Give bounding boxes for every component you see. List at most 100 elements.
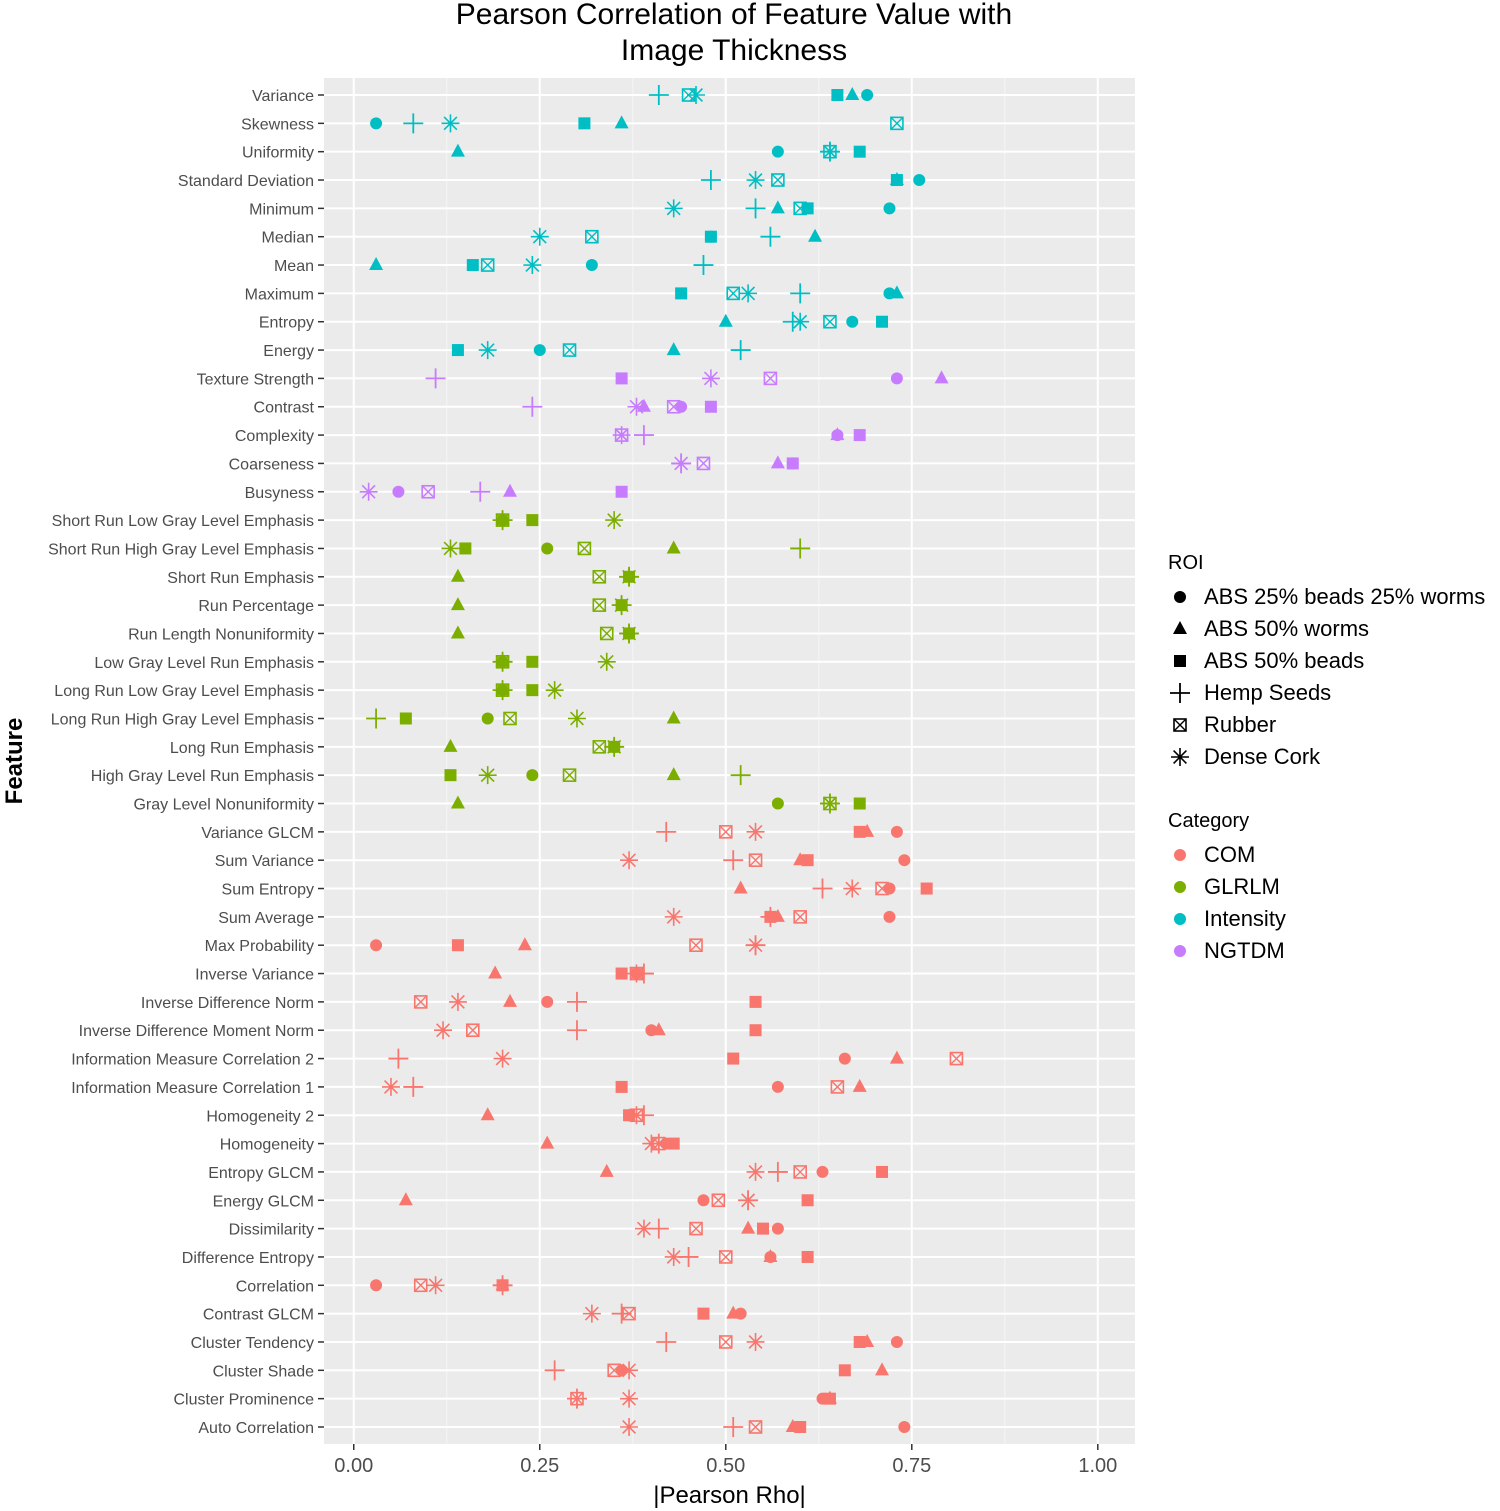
y-tick-label: High Gray Level Run Emphasis [91, 768, 314, 785]
y-tick-label: Correlation [236, 1278, 314, 1295]
roi-legend-item: Hemp Seeds [1168, 677, 1485, 709]
roi-legend-key-triangle [1168, 617, 1192, 641]
data-point-circle [526, 769, 539, 782]
data-point-asterisk [664, 907, 683, 926]
data-point-boxcross [793, 1165, 807, 1179]
data-point-triangle [488, 965, 503, 979]
data-point-plus [544, 1360, 565, 1381]
data-point-triangle [889, 1050, 904, 1064]
category-legend-label: GLRLM [1204, 874, 1280, 899]
data-point-asterisk [664, 1247, 683, 1266]
legend-marker-plus [1170, 683, 1190, 703]
legend-marker-circle [1174, 849, 1186, 861]
roi-legend-item: Rubber [1168, 709, 1485, 741]
data-point-plus [656, 821, 677, 842]
roi-legend-key-asterisk [1168, 745, 1192, 769]
data-point-asterisk [620, 567, 639, 586]
data-point-plus [633, 425, 654, 446]
data-point-asterisk [620, 1361, 639, 1380]
data-point-square [853, 145, 866, 158]
category-legend-key [1168, 875, 1192, 899]
data-point-square [853, 825, 866, 838]
data-point-square [801, 202, 814, 215]
y-tick-label: Short Run Emphasis [167, 570, 314, 587]
data-point-boxcross [890, 116, 904, 131]
data-point-circle [541, 995, 554, 1008]
data-point-boxcross [823, 314, 837, 329]
data-point-boxcross [577, 541, 592, 556]
y-tick-label: Low Gray Level Run Emphasis [94, 655, 314, 672]
data-point-circle [913, 174, 926, 187]
y-tick-label: Energy [263, 343, 314, 360]
data-point-asterisk [746, 822, 765, 841]
y-tick-label: Cluster Tendency [191, 1335, 314, 1352]
data-point-square [890, 174, 903, 187]
legend-marker-circle [1174, 913, 1186, 925]
data-point-circle [846, 315, 859, 328]
data-point-asterisk [359, 482, 378, 501]
data-point-square [853, 429, 866, 442]
data-point-asterisk [620, 624, 639, 643]
roi-legend-label: Dense Cork [1204, 744, 1321, 769]
legend-marker-square [1174, 655, 1186, 667]
data-point-square [853, 1335, 866, 1348]
data-point-asterisk [478, 341, 497, 360]
roi-legend-key-plus [1168, 681, 1192, 705]
data-point-boxcross [793, 201, 807, 216]
data-point-triangle [845, 87, 860, 101]
legend-marker-circle [1174, 945, 1186, 957]
roi-legend-label: Hemp Seeds [1204, 680, 1332, 705]
data-point-triangle [443, 738, 458, 752]
category-legend-title: Category [1168, 810, 1250, 832]
data-point-asterisk [545, 681, 564, 700]
data-point-asterisk [642, 1134, 661, 1153]
legend-marker-triangle [1173, 621, 1187, 634]
data-point-square [526, 655, 539, 668]
data-point-triangle [517, 937, 532, 951]
data-point-boxcross [763, 371, 778, 386]
data-point-boxcross [585, 229, 599, 244]
data-point-square [794, 1420, 807, 1433]
data-point-circle [370, 117, 383, 130]
x-tick-label: 1.00 [1078, 1455, 1117, 1477]
data-point-asterisk [791, 312, 810, 331]
data-point-triangle [651, 1022, 666, 1036]
data-point-boxcross [592, 598, 607, 612]
category-legend-item: Intensity [1168, 903, 1286, 935]
data-point-plus [522, 396, 543, 417]
data-point-triangle [733, 880, 748, 894]
data-point-triangle [540, 1135, 555, 1149]
data-point-triangle [666, 342, 681, 356]
data-point-circle [771, 1222, 784, 1235]
data-point-circle [890, 372, 903, 385]
legend-marker-circle [1174, 881, 1186, 893]
y-tick-label: Long Run High Gray Level Emphasis [51, 711, 314, 728]
roi-legend-item: ABS 50% worms [1168, 613, 1485, 645]
roi-legend-key-circle [1168, 585, 1192, 609]
data-point-asterisk [739, 284, 758, 303]
data-point-triangle [666, 540, 681, 554]
data-point-boxcross [562, 343, 577, 357]
y-tick-label: Run Length Nonuniformity [128, 626, 314, 643]
data-point-plus [790, 283, 811, 304]
data-point-plus [492, 1275, 513, 1296]
y-tick-label: Difference Entropy [182, 1250, 314, 1267]
data-point-asterisk [746, 171, 765, 190]
roi-legend-label: ABS 50% worms [1204, 616, 1370, 641]
data-point-asterisk [434, 1021, 453, 1040]
data-point-asterisk [530, 227, 549, 246]
data-point-asterisk [620, 851, 639, 870]
data-point-asterisk [820, 142, 839, 161]
data-point-circle [771, 145, 784, 158]
data-point-asterisk [820, 794, 839, 813]
data-point-triangle [503, 483, 518, 497]
data-point-circle [370, 939, 383, 952]
data-point-asterisk [739, 1191, 758, 1210]
data-point-square [801, 1194, 814, 1207]
data-point-square [786, 457, 799, 470]
data-point-boxcross [495, 655, 510, 669]
data-point-triangle [852, 1078, 867, 1092]
data-point-square [615, 1080, 628, 1093]
data-point-plus [693, 255, 714, 276]
data-point-triangle [666, 767, 681, 781]
